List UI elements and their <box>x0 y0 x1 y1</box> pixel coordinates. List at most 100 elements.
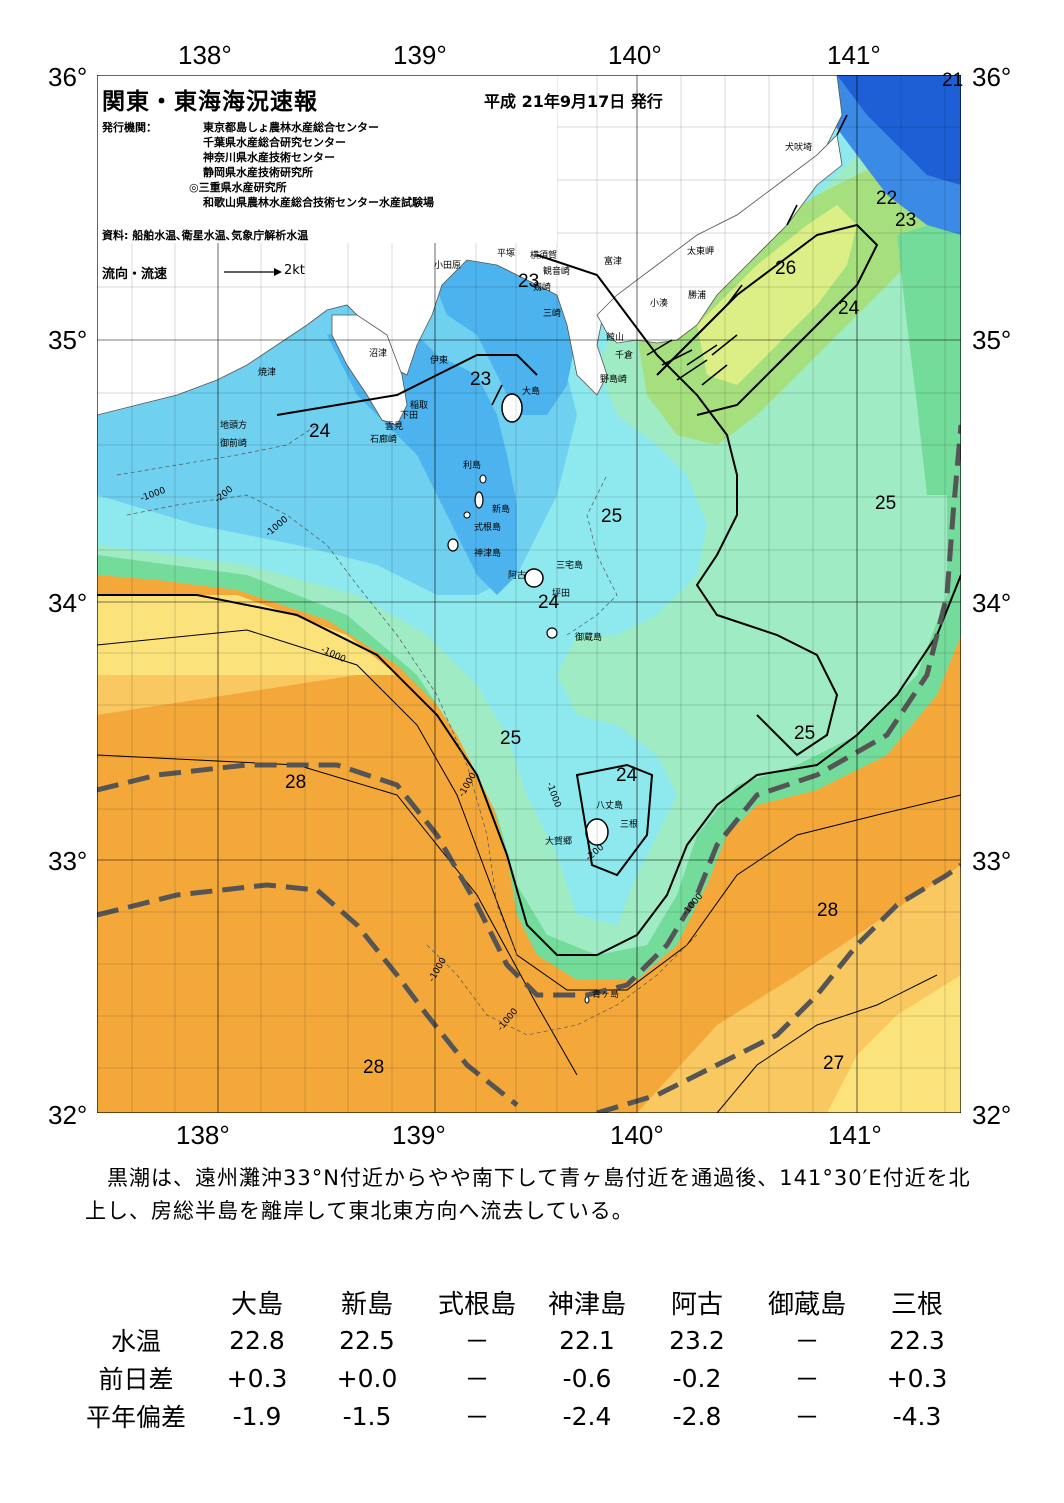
current-arrow <box>786 204 798 226</box>
column-header: 御蔵島 <box>767 1289 846 1320</box>
depth-contour-1000-e <box>566 474 618 636</box>
sea-27-band-se <box>827 975 961 1113</box>
place-mikurajima: 御蔵島 <box>575 633 603 643</box>
place-inatori: 稲取 <box>410 401 429 411</box>
place-odawara: 小田原 <box>434 261 462 271</box>
current-arrow <box>646 339 673 356</box>
land-izu <box>331 314 408 426</box>
table-cell: － <box>464 1403 490 1432</box>
lat-tick-33-right: 33° <box>972 846 1012 876</box>
isotherm-25-line <box>97 574 961 956</box>
lon-tick-141-bottom: 141° <box>828 1120 882 1150</box>
lat-tick-35-left: 35° <box>48 325 88 355</box>
island-oshima <box>501 393 523 423</box>
island-miyakejima <box>524 568 544 588</box>
isotherm-24-line <box>536 254 839 757</box>
lon-tick-140-top: 140° <box>608 40 662 70</box>
isotherm-label-26: 26 <box>775 258 797 279</box>
current-arrow <box>711 334 738 356</box>
table-cell: -1.5 <box>342 1401 392 1431</box>
table-cell: 22.3 <box>889 1325 945 1355</box>
place-tateyama: 館山 <box>606 333 625 343</box>
place-tsurugizaki: 剱崎 <box>533 283 552 293</box>
table-cell: 23.2 <box>669 1325 725 1355</box>
isotherm-label-25-c: 25 <box>601 506 623 527</box>
table-cell: -0.2 <box>672 1363 722 1393</box>
table-cell: － <box>794 1327 820 1356</box>
table-cell: 22.8 <box>229 1325 285 1355</box>
lat-tick-36-right: 36° <box>972 62 1012 92</box>
column-header: 新島 <box>340 1289 393 1320</box>
lat-tick-34-left: 34° <box>48 588 88 618</box>
place-jitogata: 地頭方 <box>220 421 248 431</box>
current-arrow <box>836 114 848 136</box>
place-irozaki: 石廊崎 <box>370 435 398 445</box>
place-katsuura: 勝浦 <box>688 291 707 301</box>
place-toshima: 利島 <box>463 461 482 471</box>
lat-tick-35-right: 35° <box>972 325 1012 355</box>
isotherm-28-line-2 <box>716 974 938 1113</box>
isotherm-label-21: 21 <box>942 70 964 91</box>
legend-label: 流向・流速 <box>102 267 168 282</box>
place-okago: 大賀郷 <box>545 837 573 847</box>
table-cell: -2.8 <box>672 1401 722 1431</box>
current-arrow <box>686 344 718 366</box>
issuer-3: 神奈川県水産技術センター <box>203 151 335 164</box>
lon-tick-139-top: 139° <box>393 40 447 70</box>
row-label: 前日差 <box>98 1365 174 1394</box>
current-arrow <box>676 359 708 381</box>
current-arrow <box>726 284 743 306</box>
lat-tick-33-left: 33° <box>48 846 88 876</box>
island-niijima <box>474 491 484 509</box>
isotherm-label-22: 22 <box>876 188 898 209</box>
isotherm-23-line <box>276 354 538 416</box>
table-cell: -2.4 <box>562 1401 612 1431</box>
place-futtsu: 富津 <box>604 257 623 267</box>
column-header: 三根 <box>890 1289 943 1320</box>
current-description: 黒潮は、遠州灘沖33°N付近からやや南下して青ヶ島付近を通過後、141°30′E… <box>85 1166 971 1223</box>
issuer-1: 東京都島しょ農林水産総合センター <box>203 121 379 134</box>
isotherm-label-25-s: 25 <box>500 728 522 749</box>
place-hachijojima: 八丈島 <box>596 801 624 811</box>
lat-tick-32-right: 32° <box>972 1100 1012 1130</box>
lon-tick-141-top: 141° <box>827 40 881 70</box>
place-misaki: 三崎 <box>543 309 562 319</box>
row-label: 水温 <box>110 1327 161 1356</box>
lat-tick-32-left: 32° <box>48 1100 88 1130</box>
lon-tick-139-bottom: 139° <box>392 1120 446 1150</box>
table-cell: +0.3 <box>226 1363 288 1393</box>
place-shikinejima: 式根島 <box>474 523 502 533</box>
table-cell: － <box>794 1365 820 1394</box>
place-yaizu: 焼津 <box>258 368 277 378</box>
isotherm-label-28-sw: 28 <box>363 1057 385 1078</box>
place-inubozaki: 犬吠埼 <box>785 143 813 153</box>
sea-21-ne <box>837 75 961 185</box>
island-shikinejima <box>463 511 471 519</box>
place-numazu: 沼津 <box>369 349 388 359</box>
place-kozushima: 神津島 <box>474 549 502 559</box>
place-kannonzaki: 観音崎 <box>543 267 571 277</box>
issuer-5: ◎三重県水産研究所 <box>189 181 287 194</box>
island-kozushima <box>447 538 459 552</box>
table-header-row: 大島 新島 式根島 神津島 阿古 御蔵島 三根 <box>70 1283 972 1321</box>
place-tsubota: 坪田 <box>552 589 571 599</box>
isotherm-label-23-oshima: 23 <box>470 369 492 390</box>
isotherm-label-23-ne: 23 <box>895 210 917 231</box>
current-arrow <box>701 364 728 386</box>
legend-scale: 2kt <box>284 263 305 278</box>
isotherm-label-25-e: 25 <box>875 493 897 514</box>
table-cell: +0.0 <box>336 1363 398 1393</box>
place-taitomisaki: 太東岬 <box>687 247 715 257</box>
place-aogashima: 青ヶ島 <box>592 990 620 1000</box>
table-cell: -4.3 <box>892 1401 942 1431</box>
lon-tick-140-bottom: 140° <box>610 1120 664 1150</box>
isotherm-label-24-e: 24 <box>838 298 860 319</box>
isotherm-label-25-se: 25 <box>794 723 816 744</box>
isotherm-hachijo <box>575 763 654 877</box>
lat-tick-34-right: 34° <box>972 588 1012 618</box>
data-sources: 資料: 船舶水温､衛星水温､気象庁解析水温 <box>102 229 309 242</box>
island-mikurajima <box>546 627 558 639</box>
current-arrow <box>661 349 693 366</box>
issuer-4: 静岡県水産技術研究所 <box>203 166 313 179</box>
isotherm-label-23-sagami: 23 <box>518 271 540 292</box>
